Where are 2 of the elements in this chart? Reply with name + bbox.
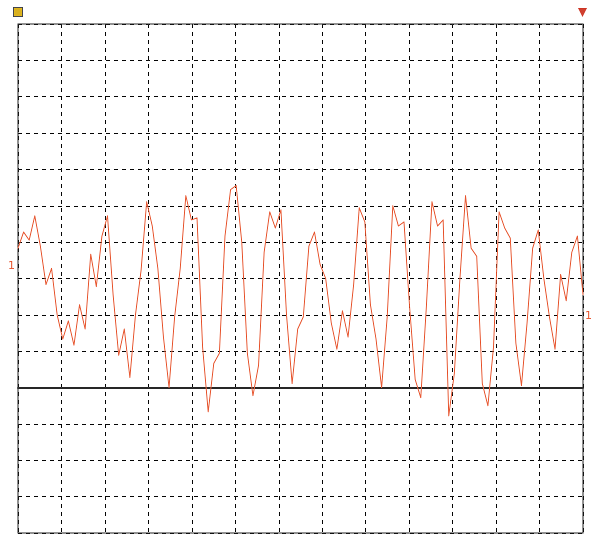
text: 1 xyxy=(585,309,592,322)
text: 1 xyxy=(8,259,15,272)
